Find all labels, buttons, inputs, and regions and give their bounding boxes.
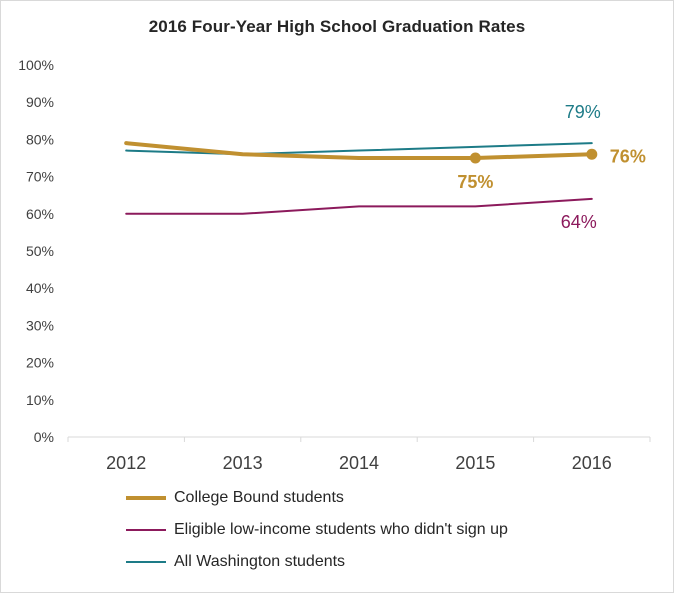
series-line-college-bound-students	[124, 141, 594, 160]
x-tick-label: 2015	[455, 453, 495, 473]
legend-swatch-college-bound	[126, 496, 166, 500]
x-tick-label: 2013	[223, 453, 263, 473]
legend-label-college-bound: College Bound students	[174, 489, 344, 506]
y-tick-label: 60%	[26, 206, 54, 222]
legend-item-all-washington: All Washington students	[126, 551, 508, 573]
legend-item-low-income: Eligible low-income students who didn't …	[126, 519, 508, 541]
y-tick-label: 50%	[26, 243, 54, 259]
y-tick-label: 0%	[34, 429, 54, 445]
y-tick-label: 40%	[26, 280, 54, 296]
y-tick-label: 20%	[26, 355, 54, 371]
x-tick-label: 2014	[339, 453, 379, 473]
data-label: 64%	[561, 212, 597, 232]
legend-swatch-low-income	[126, 529, 166, 531]
data-point-marker	[586, 148, 598, 160]
y-tick-label: 100%	[18, 57, 54, 73]
y-tick-label: 10%	[26, 392, 54, 408]
data-label: 79%	[565, 102, 601, 122]
legend-item-college-bound: College Bound students	[126, 487, 508, 509]
legend-label-all-washington: All Washington students	[174, 553, 346, 570]
series-line-eligible-low-income-students-who-didn-t-sign-up	[125, 197, 593, 215]
series-line-all-washington-students	[125, 142, 593, 156]
data-label: 76%	[610, 146, 646, 166]
chart-title: 2016 Four-Year High School Graduation Ra…	[148, 17, 526, 36]
x-tick-label: 2012	[106, 453, 146, 473]
chart-legend: College Bound students Eligible low-inco…	[126, 487, 508, 583]
legend-label-low-income: Eligible low-income students who didn't …	[174, 521, 508, 538]
y-tick-label: 90%	[26, 94, 54, 110]
data-label: 75%	[457, 172, 493, 192]
x-tick-label: 2016	[572, 453, 612, 473]
legend-swatch-all-washington	[126, 561, 166, 563]
data-point-marker	[469, 152, 481, 164]
y-tick-label: 70%	[26, 169, 54, 185]
y-tick-label: 80%	[26, 131, 54, 147]
y-tick-label: 30%	[26, 317, 54, 333]
